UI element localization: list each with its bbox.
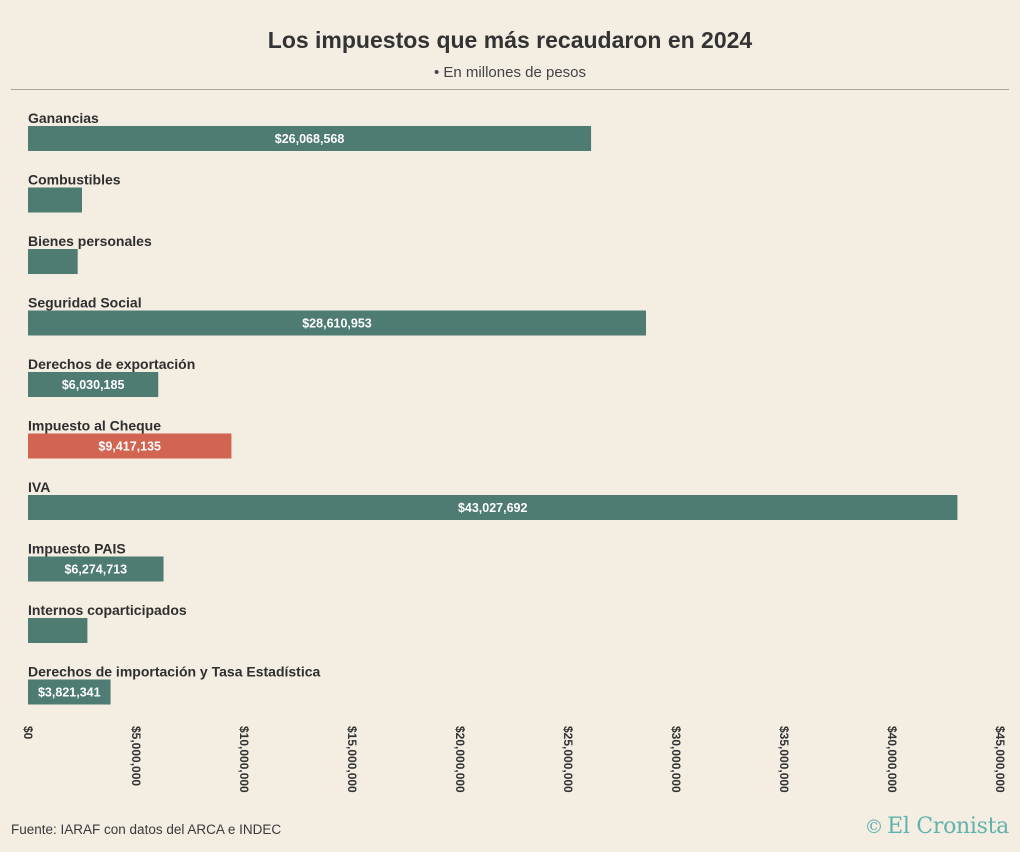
category-label: Combustibles — [28, 172, 121, 188]
bar — [28, 618, 88, 643]
category-label: Bienes personales — [28, 233, 152, 249]
category-label: Derechos de importación y Tasa Estadísti… — [28, 664, 321, 680]
value-label: $6,030,185 — [62, 378, 125, 392]
category-label: IVA — [28, 479, 50, 495]
x-tick-label: $15,000,000 — [345, 726, 359, 793]
x-tick-label: $20,000,000 — [453, 726, 467, 793]
category-label: Ganancias — [28, 110, 99, 126]
bar — [28, 556, 164, 582]
copyright-icon: © — [864, 816, 884, 838]
x-tick-label: $25,000,000 — [561, 726, 575, 793]
category-label: Internos coparticipados — [28, 602, 187, 618]
bar — [28, 249, 78, 274]
logo-text: El Cronista — [887, 814, 1009, 839]
x-tick-label: $10,000,000 — [237, 726, 251, 793]
x-tick-label: $45,000,000 — [993, 726, 1007, 793]
value-label: $6,274,713 — [64, 563, 127, 577]
value-label: $28,610,953 — [302, 317, 372, 331]
bar — [28, 495, 958, 520]
bar — [28, 372, 159, 397]
bar — [28, 310, 646, 336]
value-label: $43,027,692 — [458, 501, 528, 515]
value-label: $9,417,135 — [98, 440, 161, 454]
x-tick-label: $5,000,000 — [129, 726, 143, 786]
chart-subtitle: • En millones de pesos — [434, 64, 586, 81]
chart-title: Los impuestos que más recaudaron en 2024 — [267, 27, 753, 53]
x-tick-label: $35,000,000 — [777, 726, 791, 793]
x-tick-label: $0 — [21, 726, 35, 740]
x-tick-label: $40,000,000 — [885, 726, 899, 793]
bar — [28, 679, 111, 705]
header-divider — [11, 89, 1009, 90]
value-label: $3,821,341 — [38, 686, 101, 700]
bar — [28, 433, 232, 459]
bar — [28, 187, 82, 213]
category-label: Seguridad Social — [28, 295, 142, 311]
category-label: Impuesto PAIS — [28, 541, 126, 557]
value-label: $26,068,568 — [275, 132, 345, 146]
category-label: Derechos de exportación — [28, 356, 195, 372]
bar — [28, 126, 592, 151]
el-cronista-logo: © El Cronista — [864, 814, 1009, 839]
source-note: Fuente: IARAF con datos del ARCA e INDEC — [11, 822, 282, 837]
category-label: Impuesto al Cheque — [28, 418, 161, 434]
x-tick-label: $30,000,000 — [669, 726, 683, 793]
